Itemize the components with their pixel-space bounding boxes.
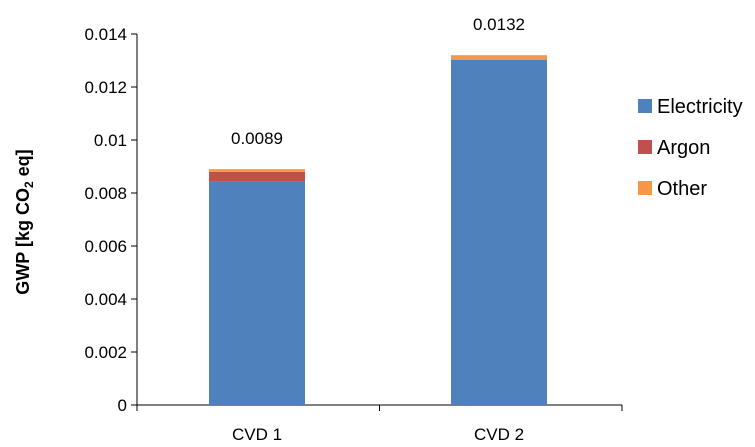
y-axis-title: GWP [kg CO2 eq] (13, 149, 36, 294)
y-axis-title-prefix: GWP [kg CO (13, 188, 33, 295)
y-tick-label: 0.01 (94, 131, 127, 150)
bar-segment-other (209, 169, 305, 172)
legend-label: Argon (657, 137, 710, 159)
legend: Electricity Argon Other (638, 96, 743, 200)
y-tick-label: 0.012 (84, 78, 127, 97)
x-axis: CVD 1 CVD 2 (136, 404, 623, 444)
total-labels: 0.0089 0.0132 (231, 15, 525, 148)
legend-label: Electricity (657, 96, 743, 118)
y-tick-label: 0 (118, 396, 127, 415)
legend-swatch-electricity (638, 99, 652, 113)
total-label: 0.0132 (473, 15, 525, 34)
legend-label: Other (657, 178, 707, 200)
y-tick-label: 0.004 (84, 290, 127, 309)
y-axis: 0 0.002 0.004 0.006 0.008 0.01 0.012 0.014 (84, 25, 138, 415)
x-tick-label: CVD 2 (474, 425, 524, 444)
bar-segment-electricity (209, 181, 305, 405)
bars (209, 55, 547, 406)
bar-segment-argon (209, 171, 305, 182)
legend-swatch-other (638, 181, 652, 195)
total-label: 0.0089 (231, 129, 283, 148)
y-tick-label: 0.006 (84, 237, 127, 256)
bar-segment-electricity (451, 59, 547, 406)
y-tick-label: 0.008 (84, 184, 127, 203)
y-axis-title-suffix: eq] (13, 149, 33, 181)
y-tick-label: 0.002 (84, 343, 127, 362)
legend-swatch-argon (638, 140, 652, 154)
y-tick-label: 0.014 (84, 25, 127, 44)
x-tick-label: CVD 1 (232, 425, 282, 444)
bar-segment-other (451, 55, 547, 60)
y-axis-title-subscript: 2 (22, 181, 36, 188)
